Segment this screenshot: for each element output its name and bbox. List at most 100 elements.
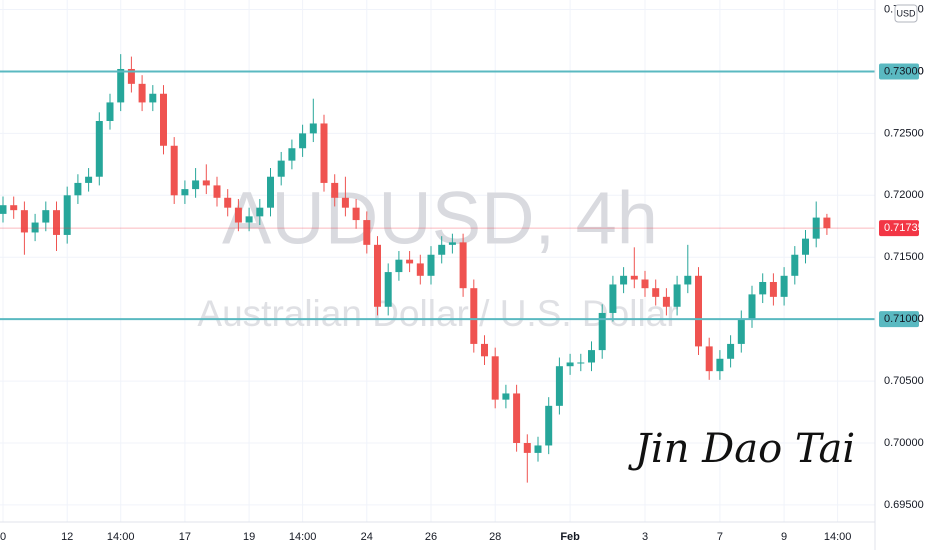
candle-body	[192, 180, 200, 190]
last-price-badge	[879, 220, 919, 237]
x-tick-label: 14:00	[289, 531, 317, 543]
candle-body	[684, 275, 692, 285]
candle-body	[0, 205, 7, 214]
y-tick-label: 0.71500	[884, 251, 924, 263]
candle-body	[620, 275, 628, 285]
level-label: 0.73000	[884, 65, 924, 77]
candle-body	[363, 220, 371, 245]
candle-body	[31, 222, 39, 233]
last-price-label: 0.71735	[884, 222, 924, 234]
watermark-subtitle: Australian Dollar / U.S. Dollar	[197, 293, 678, 334]
candle-body	[352, 207, 360, 221]
candle-body	[320, 123, 328, 183]
candle-body	[309, 123, 317, 134]
candle-body	[759, 281, 767, 295]
candle-body	[470, 288, 478, 344]
candle-body	[299, 133, 307, 149]
candle-body	[609, 284, 617, 313]
candle-body	[491, 356, 499, 400]
candle-body	[534, 445, 542, 453]
candle-body	[802, 238, 809, 255]
candle-body	[53, 210, 60, 235]
candle-body	[545, 405, 553, 446]
currency-label: USD	[896, 8, 916, 18]
level-badge	[879, 63, 919, 80]
x-tick-label: 7	[717, 531, 723, 543]
candle-body	[406, 259, 414, 264]
candle-body	[555, 366, 563, 406]
candle-body	[588, 350, 595, 363]
candle-body	[716, 358, 724, 372]
candle-body	[127, 68, 135, 84]
candle-body	[374, 244, 381, 307]
x-tick-label: 14:00	[824, 531, 852, 543]
candle-body	[780, 275, 788, 297]
candle-body	[85, 176, 93, 183]
candle-body	[502, 393, 510, 400]
candle-body	[331, 182, 339, 198]
candle-body	[737, 319, 745, 344]
candle-body	[513, 393, 521, 443]
candle-body	[748, 294, 756, 320]
candle-body	[598, 312, 606, 351]
candle-body	[695, 275, 702, 347]
x-tick-label: 12	[61, 531, 73, 543]
level-badge	[879, 311, 919, 328]
y-tick-label: 0.72000	[884, 189, 924, 201]
candle-body	[224, 197, 232, 208]
candle-body	[566, 362, 574, 367]
candle-body	[416, 263, 424, 276]
candle-body	[138, 83, 146, 103]
candle-body	[234, 207, 242, 223]
x-tick-label: 24	[361, 531, 373, 543]
candle-body	[523, 442, 531, 453]
candle-body	[63, 195, 71, 235]
candle-body	[74, 182, 82, 196]
candle-body	[652, 288, 660, 297]
x-tick-label: 3	[642, 531, 648, 543]
candle-body	[427, 254, 435, 276]
candle-body	[20, 210, 28, 233]
y-tick-label: 0.72500	[884, 127, 924, 139]
candle-body	[673, 284, 681, 307]
y-tick-label: 0.70000	[884, 437, 924, 449]
candle-body	[213, 185, 221, 198]
candle-body	[662, 296, 670, 307]
candle-body	[459, 242, 467, 289]
candle-body	[288, 148, 296, 161]
x-tick-label: 19	[243, 531, 255, 543]
candle-body	[10, 205, 18, 211]
candle-body	[384, 272, 392, 307]
candle-body	[823, 217, 831, 229]
candle-body	[769, 281, 777, 297]
candle-body	[438, 244, 446, 255]
x-tick-label: Feb	[560, 531, 580, 543]
candle-body	[117, 68, 125, 103]
candle-body	[812, 217, 820, 239]
y-tick-label: 0.69500	[884, 499, 924, 511]
candle-body	[341, 197, 349, 208]
candle-body	[106, 102, 114, 121]
candle-body	[448, 242, 456, 245]
candle-body	[705, 346, 713, 372]
currency-badge[interactable]	[894, 4, 918, 23]
x-tick-label: 26	[425, 531, 437, 543]
candle-body	[42, 210, 50, 223]
x-tick-label: 17	[179, 531, 191, 543]
x-tick-label: 14:00	[107, 531, 135, 543]
candle-body	[641, 279, 649, 289]
signature: Jin Dao Tai	[628, 426, 855, 472]
x-tick-label: 9	[781, 531, 787, 543]
candle-body	[630, 275, 638, 280]
candle-body	[256, 207, 264, 217]
candle-body	[95, 120, 103, 177]
candle-body	[395, 259, 403, 273]
candle-body	[481, 343, 488, 357]
x-tick-label: 0	[0, 531, 6, 543]
candle-body	[160, 93, 167, 146]
level-label: 0.71000	[884, 313, 924, 325]
candle-body	[170, 145, 178, 196]
candle-body	[727, 343, 735, 359]
candle-body	[181, 189, 189, 196]
